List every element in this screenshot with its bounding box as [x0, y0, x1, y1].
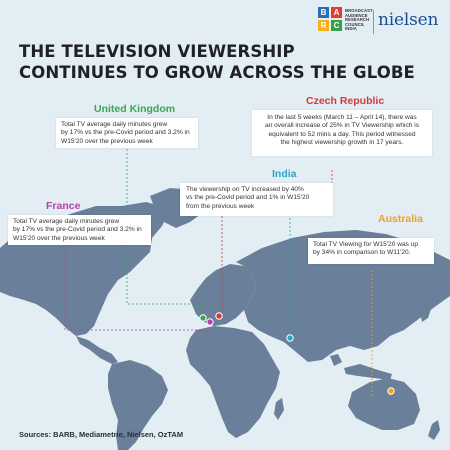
logo-divider: [373, 10, 374, 34]
nielsen-logo: nielsen: [378, 10, 439, 30]
australia-text-line: Total TV Viewing for W15'20 was up: [313, 241, 419, 248]
australia-info-box: Total TV Viewing for W15'20 was up by 34…: [308, 238, 434, 264]
barc-text-line: COUNCIL: [345, 21, 365, 27]
uk-connector-line: [126, 145, 201, 312]
uk-text-line: W15'20 over the previous week: [61, 137, 153, 145]
czech-info-box: In the last 5 weeks (March 11 – April 14…: [252, 110, 432, 156]
czech-marker-icon: [215, 312, 223, 320]
title-line-2: CONTINUES TO GROW ACROSS THE GLOBE: [19, 63, 415, 82]
barc-logo: B A R C BROADCAST AUDIENCE RESEARCH COUN…: [318, 7, 373, 43]
barc-text-line: AUDIENCE: [345, 12, 368, 18]
czech-text-line: In the last 5 weeks (March 11 – April 14…: [267, 114, 417, 121]
sources-footer: Sources: BARB, Mediametrie, Nielsen, OzT…: [19, 430, 184, 439]
australia-landmass: [348, 378, 420, 430]
uk-text-line: by 17% vs the pre-Covid period and 3.2% …: [61, 129, 190, 137]
africa-landmass: [186, 326, 280, 438]
uk-marker-icon: [199, 314, 207, 322]
europe-landmass: [190, 264, 256, 326]
india-heading: India: [272, 168, 297, 180]
czech-text-line: an overall increase of 25% in TV Viewers…: [264, 122, 420, 130]
france-connector-line: [64, 240, 211, 331]
france-text-line: by 17% vs the pre-Covid period and 3.2% …: [13, 226, 142, 234]
czech-heading: Czech Republic: [306, 95, 385, 107]
france-info-box: Total TV average daily minutes grew by 1…: [8, 215, 151, 245]
madagascar-landmass: [274, 398, 284, 420]
central-america-landmass: [76, 336, 118, 364]
barc-logo-grid: B A R C: [318, 7, 344, 33]
uk-landmass: [194, 290, 206, 312]
title-line-1: THE TELEVISION VIEWERSHIP: [19, 42, 295, 61]
czech-text-line: the highest viewership growth in 17 year…: [280, 139, 404, 147]
barc-letter-a: A: [331, 7, 342, 18]
south-america-landmass: [108, 360, 168, 450]
france-marker-icon: [206, 318, 214, 326]
france-text-line: Total TV average daily minutes grew: [13, 218, 120, 225]
india-text-line: The viewership on TV increased by 40%: [186, 186, 304, 193]
barc-logo-text: BROADCAST AUDIENCE RESEARCH COUNCIL INDI…: [345, 8, 373, 32]
barc-text-line: BROADCAST: [345, 8, 373, 13]
india-info-box: The viewership on TV increased by 40% vs…: [180, 183, 333, 216]
new-zealand-landmass: [428, 420, 440, 440]
australia-heading: Australia: [378, 213, 423, 225]
india-text-line: vs the pre-Covid period and 1% in W15'20: [186, 194, 310, 202]
barc-letter-c: C: [331, 20, 342, 31]
india-text-line: from the previous week: [186, 202, 255, 210]
france-heading: France: [46, 200, 81, 212]
france-text-line: W15'20 over the previous week: [13, 234, 105, 242]
australia-marker-icon: [387, 387, 395, 395]
uk-heading: United Kingdom: [94, 103, 176, 115]
uk-info-box: Total TV average daily minutes grew by 1…: [56, 118, 198, 148]
india-marker-icon: [286, 334, 294, 342]
barc-text-line: INDIA: [345, 26, 357, 32]
barc-letter-r: R: [318, 20, 329, 31]
barc-letter-b: B: [318, 7, 329, 18]
southeast-asia-islands: [330, 354, 392, 380]
barc-text-line: RESEARCH: [345, 17, 370, 23]
uk-text-line: Total TV average daily minutes grew: [61, 121, 168, 128]
australia-text-line: by 34% in comparison to W11'20.: [313, 249, 411, 257]
page-title: THE TELEVISION VIEWERSHIP CONTINUES TO G…: [19, 41, 415, 83]
czech-text-line: equivalent to 52 mins a day. This period…: [268, 130, 416, 138]
japan-landmass: [420, 292, 434, 322]
